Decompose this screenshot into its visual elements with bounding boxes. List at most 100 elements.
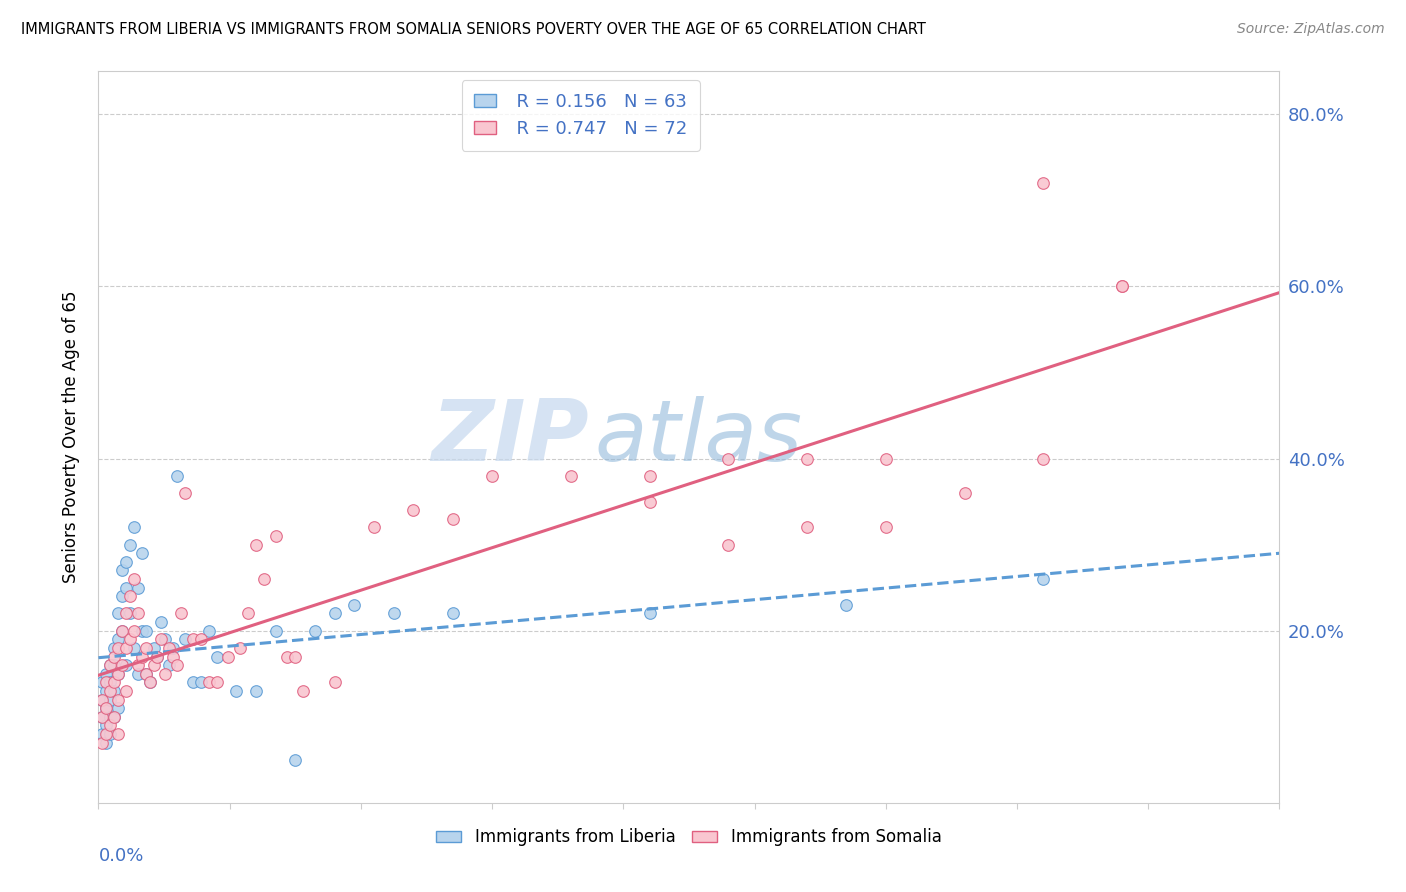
Point — [638, 607, 661, 621]
Point — [98, 675, 121, 690]
Point — [111, 564, 134, 578]
Point — [103, 710, 125, 724]
Point — [1032, 451, 1054, 466]
Point — [638, 494, 661, 508]
Point — [122, 624, 145, 638]
Point — [253, 572, 276, 586]
Point — [323, 675, 346, 690]
Point — [197, 624, 219, 638]
Point — [155, 632, 177, 647]
Point — [150, 615, 173, 629]
Point — [127, 658, 149, 673]
Point — [205, 675, 228, 690]
Point — [638, 468, 661, 483]
Point — [131, 649, 153, 664]
Point — [135, 640, 157, 655]
Point — [91, 735, 114, 749]
Point — [107, 666, 129, 681]
Point — [135, 666, 157, 681]
Point — [111, 589, 134, 603]
Point — [717, 538, 740, 552]
Point — [560, 468, 582, 483]
Point — [1032, 572, 1054, 586]
Point — [98, 692, 121, 706]
Point — [197, 675, 219, 690]
Point — [284, 649, 307, 664]
Point — [118, 589, 141, 603]
Point — [107, 727, 129, 741]
Point — [225, 684, 247, 698]
Point — [875, 520, 897, 534]
Point — [103, 675, 125, 690]
Point — [96, 727, 118, 741]
Point — [264, 529, 287, 543]
Point — [91, 675, 114, 690]
Point — [107, 640, 129, 655]
Text: IMMIGRANTS FROM LIBERIA VS IMMIGRANTS FROM SOMALIA SENIORS POVERTY OVER THE AGE : IMMIGRANTS FROM LIBERIA VS IMMIGRANTS FR… — [21, 22, 927, 37]
Point — [103, 684, 125, 698]
Point — [138, 675, 160, 690]
Point — [96, 701, 118, 715]
Point — [142, 658, 165, 673]
Point — [162, 649, 184, 664]
Point — [181, 675, 204, 690]
Point — [96, 701, 118, 715]
Point — [122, 640, 145, 655]
Point — [127, 666, 149, 681]
Point — [91, 727, 114, 741]
Point — [284, 753, 307, 767]
Point — [229, 640, 252, 655]
Point — [441, 512, 464, 526]
Point — [441, 607, 464, 621]
Text: Source: ZipAtlas.com: Source: ZipAtlas.com — [1237, 22, 1385, 37]
Point — [91, 692, 114, 706]
Point — [91, 710, 114, 724]
Point — [98, 658, 121, 673]
Point — [135, 666, 157, 681]
Text: ZIP: ZIP — [430, 395, 589, 479]
Point — [98, 684, 121, 698]
Point — [304, 624, 326, 638]
Point — [717, 451, 740, 466]
Point — [111, 624, 134, 638]
Text: atlas: atlas — [595, 395, 803, 479]
Text: 0.0%: 0.0% — [98, 847, 143, 864]
Point — [166, 658, 188, 673]
Point — [1032, 176, 1054, 190]
Point — [155, 666, 177, 681]
Point — [146, 649, 169, 664]
Point — [111, 624, 134, 638]
Point — [181, 632, 204, 647]
Point — [91, 692, 114, 706]
Point — [115, 658, 138, 673]
Point — [146, 649, 169, 664]
Point — [245, 684, 267, 698]
Point — [127, 581, 149, 595]
Point — [98, 710, 121, 724]
Point — [96, 735, 118, 749]
Point — [115, 555, 138, 569]
Point — [236, 607, 259, 621]
Point — [107, 607, 129, 621]
Point — [131, 624, 153, 638]
Point — [264, 624, 287, 638]
Point — [382, 607, 405, 621]
Point — [217, 649, 239, 664]
Point — [107, 666, 129, 681]
Point — [150, 632, 173, 647]
Point — [481, 468, 503, 483]
Point — [103, 658, 125, 673]
Point — [796, 451, 818, 466]
Point — [91, 710, 114, 724]
Point — [118, 632, 141, 647]
Point — [107, 692, 129, 706]
Point — [103, 649, 125, 664]
Point — [111, 658, 134, 673]
Point — [96, 675, 118, 690]
Point — [363, 520, 385, 534]
Point — [122, 520, 145, 534]
Point — [142, 640, 165, 655]
Point — [138, 675, 160, 690]
Legend: Immigrants from Liberia, Immigrants from Somalia: Immigrants from Liberia, Immigrants from… — [430, 822, 948, 853]
Point — [323, 607, 346, 621]
